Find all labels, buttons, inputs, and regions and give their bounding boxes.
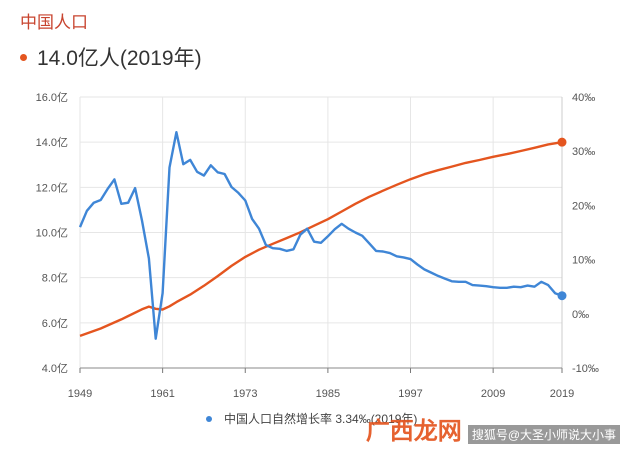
- right-tick-label: 0‰: [572, 309, 589, 321]
- x-tick-label: 1973: [233, 388, 257, 400]
- watermark-site: 广西龙网: [365, 418, 462, 445]
- left-tick-label: 14.0亿: [36, 136, 68, 149]
- headline-value: 14.0亿人(2019年): [37, 47, 202, 70]
- page-title: 中国人口: [20, 13, 88, 32]
- legend-dot: [206, 415, 212, 422]
- right-tick-label: -10‰: [572, 363, 599, 375]
- x-tick-label: 1949: [68, 388, 92, 400]
- growth-rate-line: [78, 131, 563, 340]
- left-tick-label: 12.0亿: [36, 181, 68, 194]
- left-tick-label: 6.0亿: [42, 317, 68, 330]
- population-line: [79, 141, 563, 338]
- legend[interactable]: 中国人口自然增长率 3.34‰(2019年): [206, 410, 417, 427]
- growth-rate-end-point: [557, 291, 567, 301]
- right-tick-label: 10‰: [572, 255, 595, 267]
- x-tick-label: 1997: [398, 388, 422, 400]
- watermark: 广西龙网 搜狐号@大圣小师说大小事: [366, 420, 620, 444]
- right-tick-label: 20‰: [572, 200, 595, 212]
- x-tick-label: 2019: [550, 388, 574, 400]
- left-tick-label: 10.0亿: [36, 227, 68, 240]
- right-tick-label: 30‰: [572, 146, 595, 158]
- population-marker-dot: [20, 53, 27, 61]
- x-tick-label: 1985: [316, 388, 340, 400]
- x-tick-label: 2009: [481, 388, 505, 400]
- left-tick-label: 16.0亿: [36, 91, 68, 104]
- headline: 14.0亿人(2019年): [20, 42, 202, 72]
- x-tick-label: 1961: [150, 388, 174, 400]
- left-tick-label: 8.0亿: [42, 272, 68, 285]
- right-tick-label: 40‰: [572, 92, 595, 104]
- legend-label: 中国人口自然增长率 3.34‰(2019年): [224, 412, 418, 426]
- population-end-point: [557, 137, 567, 147]
- watermark-author: 搜狐号@大圣小师说大小事: [467, 425, 620, 444]
- left-tick-label: 4.0亿: [42, 362, 68, 375]
